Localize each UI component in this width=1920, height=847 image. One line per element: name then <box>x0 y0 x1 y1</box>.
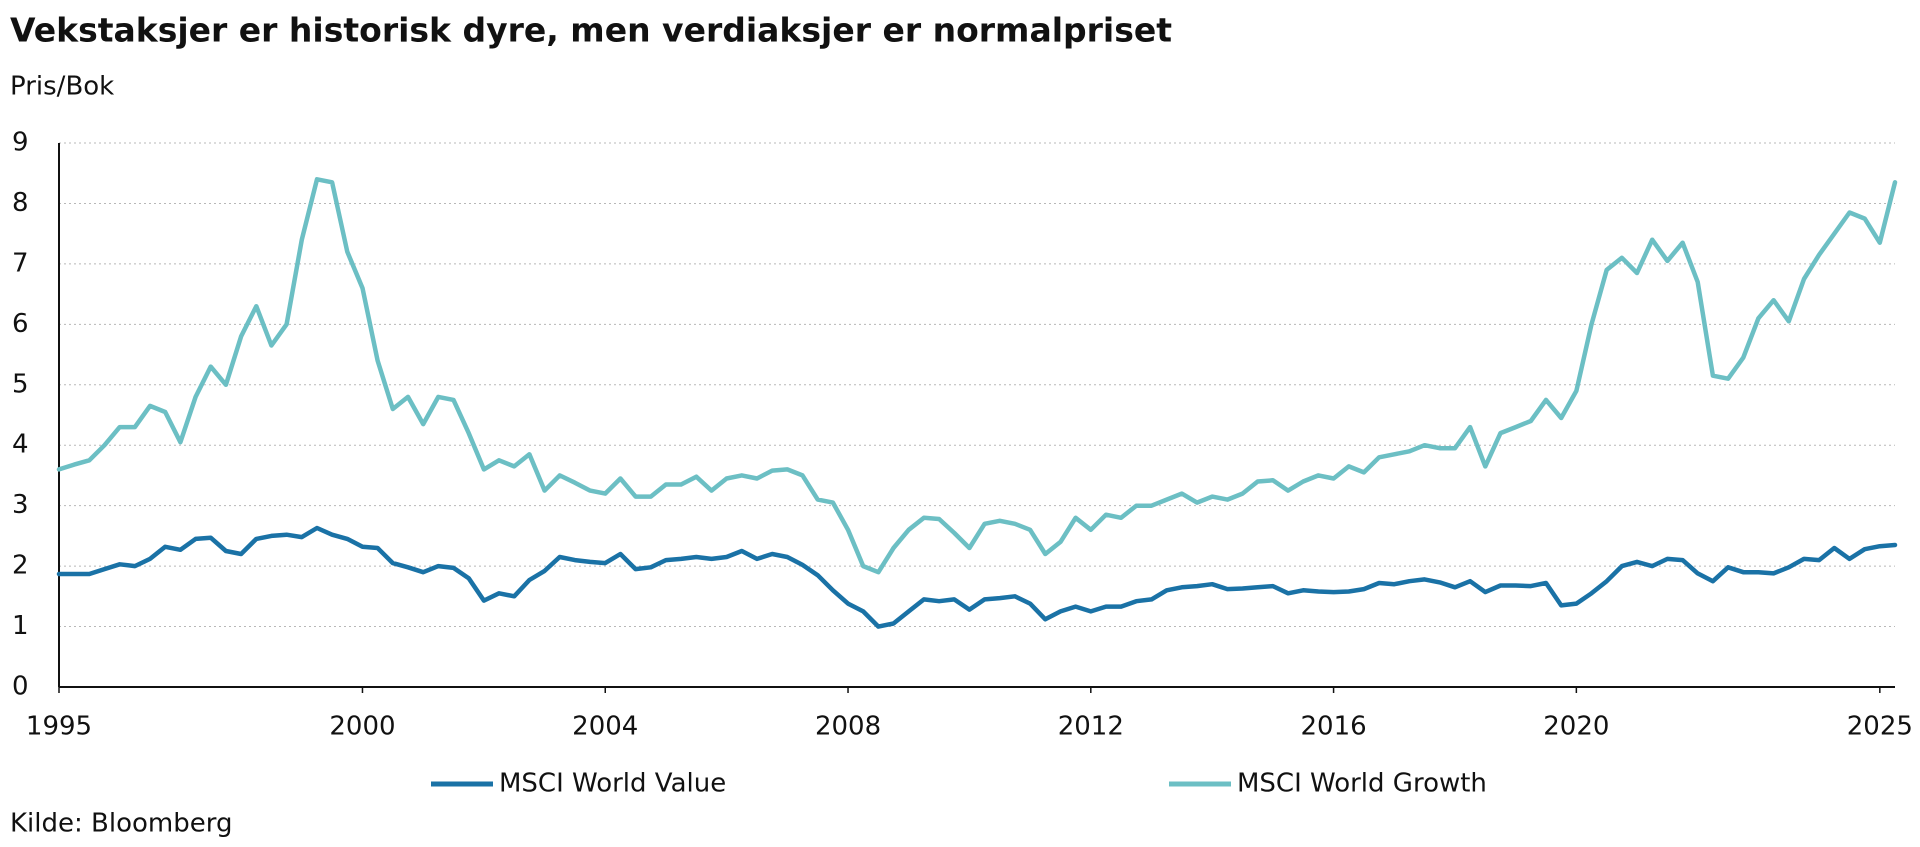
y-axis-label: Pris/Bok <box>10 72 114 102</box>
line-series <box>56 525 1898 629</box>
y-tick-label: 8 <box>12 188 29 218</box>
x-tick-label: 2016 <box>1300 712 1366 742</box>
legend-label: MSCI World Growth <box>1237 769 1487 799</box>
x-tick-label: 2025 <box>1847 712 1913 742</box>
line-series <box>56 177 1898 575</box>
x-tick-label: 1995 <box>26 712 92 742</box>
y-tick-label: 5 <box>12 369 29 399</box>
y-tick-label: 2 <box>12 551 29 581</box>
y-tick-label: 7 <box>12 248 29 278</box>
legend-label: MSCI World Value <box>499 769 726 799</box>
x-tick-label: 2008 <box>815 712 881 742</box>
y-tick-label: 0 <box>12 672 29 702</box>
x-tick-label: 2012 <box>1058 712 1124 742</box>
y-tick-label: 6 <box>12 309 29 339</box>
y-tick-label: 9 <box>12 128 29 158</box>
chart-title: Vekstaksjer er historisk dyre, men verdi… <box>10 11 1172 50</box>
y-tick-label: 3 <box>12 490 29 520</box>
y-tick-label: 1 <box>12 611 29 641</box>
x-tick-label: 2000 <box>329 712 395 742</box>
x-tick-label: 2004 <box>572 712 638 742</box>
x-tick-label: 2020 <box>1543 712 1609 742</box>
y-tick-label: 4 <box>12 430 29 460</box>
source: Kilde: Bloomberg <box>10 809 232 839</box>
